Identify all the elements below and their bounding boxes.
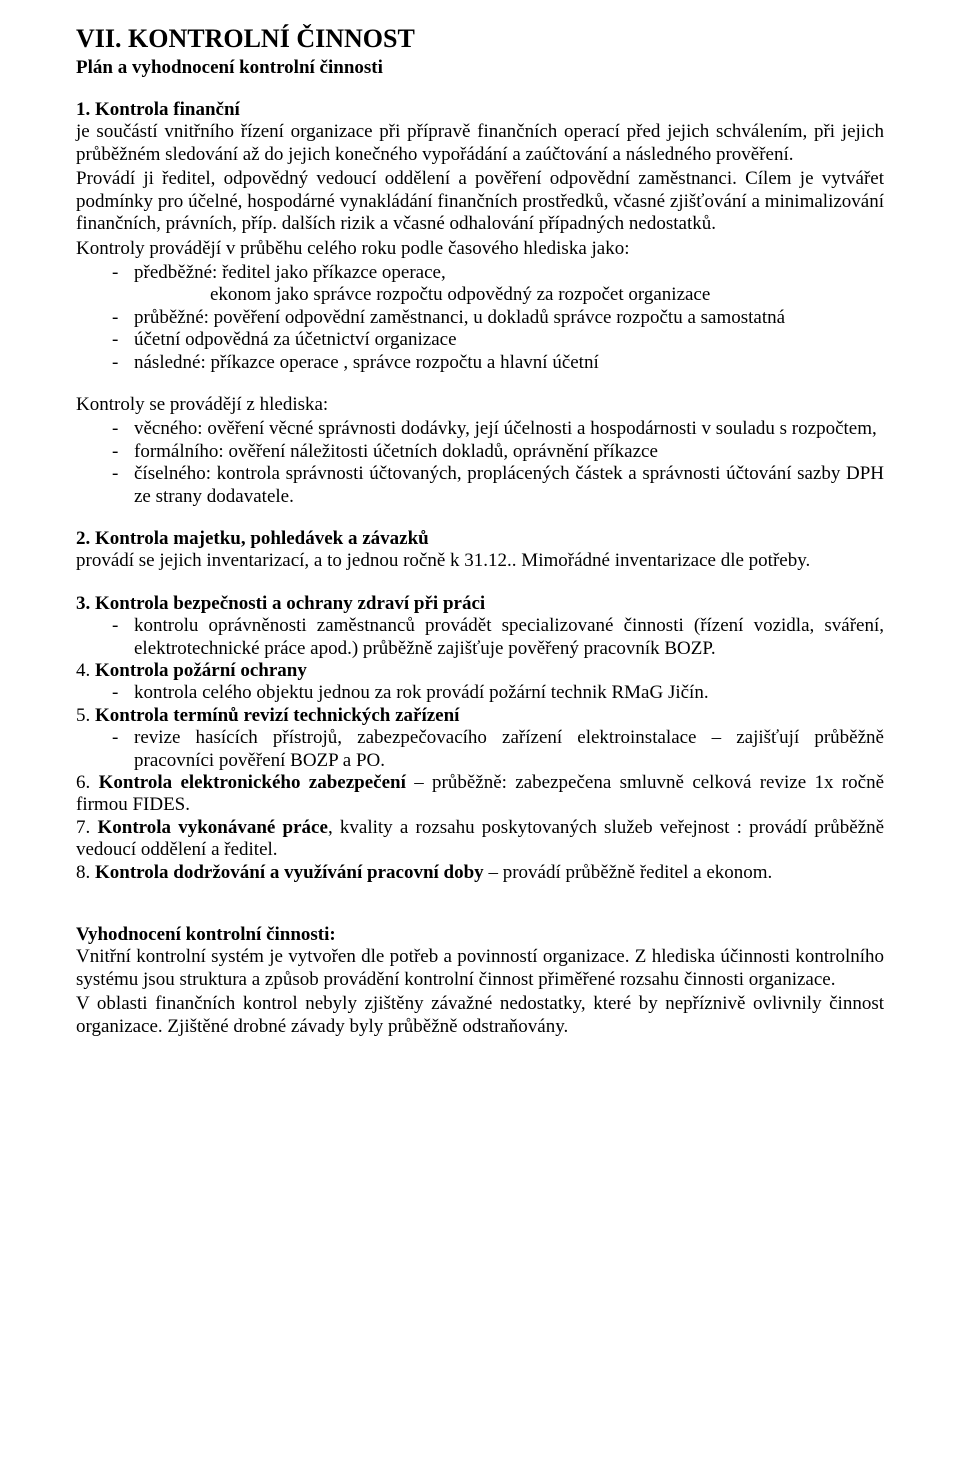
section-8-title: Kontrola dodržování a využívání pracovní… xyxy=(95,862,484,883)
section-5-list: revize hasících přístrojů, zabezpečovací… xyxy=(76,727,884,772)
section-2: 2. Kontrola majetku, pohledávek a závazk… xyxy=(76,528,884,573)
section-6-num: 6. xyxy=(76,772,99,793)
list-item: následné: příkazce operace , správce roz… xyxy=(76,352,884,374)
section-3-list: kontrolu oprávněnosti zaměstnanců provád… xyxy=(76,615,884,660)
section-6-line: 6. Kontrola elektronického zabezpečení –… xyxy=(76,772,884,817)
section-3-title-text: 3. Kontrola bezpečnosti a ochrany zdraví… xyxy=(76,593,485,614)
evaluation-title: Vyhodnocení kontrolní činnosti: xyxy=(76,924,884,946)
section-2-title: 2. Kontrola majetku, pohledávek a závazk… xyxy=(76,528,884,550)
section-1-title: 1. Kontrola finanční xyxy=(76,99,884,121)
section-5-line: 5. Kontrola termínů revizí technických z… xyxy=(76,705,884,727)
section-6-title: Kontrola elektronického zabezpečení xyxy=(99,772,406,793)
page-heading: VII. KONTROLNÍ ČINNOST xyxy=(76,24,884,55)
section-1-para-2: Provádí ji ředitel, odpovědný vedoucí od… xyxy=(76,168,884,235)
section-8-line: 8. Kontrola dodržování a využívání praco… xyxy=(76,862,884,884)
section-1-para-3: Kontroly provádějí v průběhu celého roku… xyxy=(76,238,884,260)
section-7-num: 7. xyxy=(76,817,97,838)
section-5-title: Kontrola termínů revizí technických zaří… xyxy=(95,705,459,726)
list-item: věcného: ověření věcné správnosti dodávk… xyxy=(76,418,884,440)
evaluation-section: Vyhodnocení kontrolní činnosti: Vnitřní … xyxy=(76,924,884,1038)
list-item: kontrolu oprávněnosti zaměstnanců provád… xyxy=(76,615,884,660)
list-item: revize hasících přístrojů, zabezpečovací… xyxy=(76,727,884,772)
sections-3-8: 3. Kontrola bezpečnosti a ochrany zdraví… xyxy=(76,593,884,884)
evaluation-para-2: V oblasti finančních kontrol nebyly zjiš… xyxy=(76,993,884,1038)
spacer xyxy=(76,884,884,924)
section-1-list-b: věcného: ověření věcné správnosti dodávk… xyxy=(76,418,884,508)
section-2-title-text: 2. Kontrola majetku, pohledávek a závazk… xyxy=(76,528,429,549)
section-8-rest: – provádí průběžně ředitel a ekonom. xyxy=(484,862,773,883)
section-2-para: provádí se jejich inventarizací, a to je… xyxy=(76,550,884,572)
section-4-num: 4. xyxy=(76,660,95,681)
list-item: formálního: ověření náležitosti účetních… xyxy=(76,441,884,463)
section-3-title: 3. Kontrola bezpečnosti a ochrany zdraví… xyxy=(76,593,884,615)
section-5-num: 5. xyxy=(76,705,95,726)
evaluation-para-1: Vnitřní kontrolní systém je vytvořen dle… xyxy=(76,946,884,991)
section-1-list-a2: průběžné: pověření odpovědní zaměstnanci… xyxy=(76,307,884,374)
list-item: účetní odpovědná za účetnictví organizac… xyxy=(76,329,884,351)
section-4-line: 4. Kontrola požární ochrany xyxy=(76,660,884,682)
section-1-list-a: předběžné: ředitel jako příkazce operace… xyxy=(76,262,884,284)
section-4-list: kontrola celého objektu jednou za rok pr… xyxy=(76,682,884,704)
section-1-para-1: je součástí vnitřního řízení organizace … xyxy=(76,121,884,166)
section-7-line: 7. Kontrola vykonávané práce, kvality a … xyxy=(76,817,884,862)
section-4-title: Kontrola požární ochrany xyxy=(95,660,307,681)
list-item: kontrola celého objektu jednou za rok pr… xyxy=(76,682,884,704)
list-item-sub: ekonom jako správce rozpočtu odpovědný z… xyxy=(76,284,884,306)
list-item: předběžné: ředitel jako příkazce operace… xyxy=(76,262,884,284)
list-item: průběžné: pověření odpovědní zaměstnanci… xyxy=(76,307,884,329)
section-1b-intro: Kontroly se provádějí z hlediska: xyxy=(76,394,884,416)
section-8-num: 8. xyxy=(76,862,95,883)
section-7-title: Kontrola vykonávané práce xyxy=(97,817,327,838)
section-1b: Kontroly se provádějí z hlediska: věcnéh… xyxy=(76,394,884,508)
section-1: 1. Kontrola finanční je součástí vnitřní… xyxy=(76,99,884,374)
page-subtitle: Plán a vyhodnocení kontrolní činnosti xyxy=(76,57,884,79)
list-item: číselného: kontrola správnosti účtovanýc… xyxy=(76,463,884,508)
